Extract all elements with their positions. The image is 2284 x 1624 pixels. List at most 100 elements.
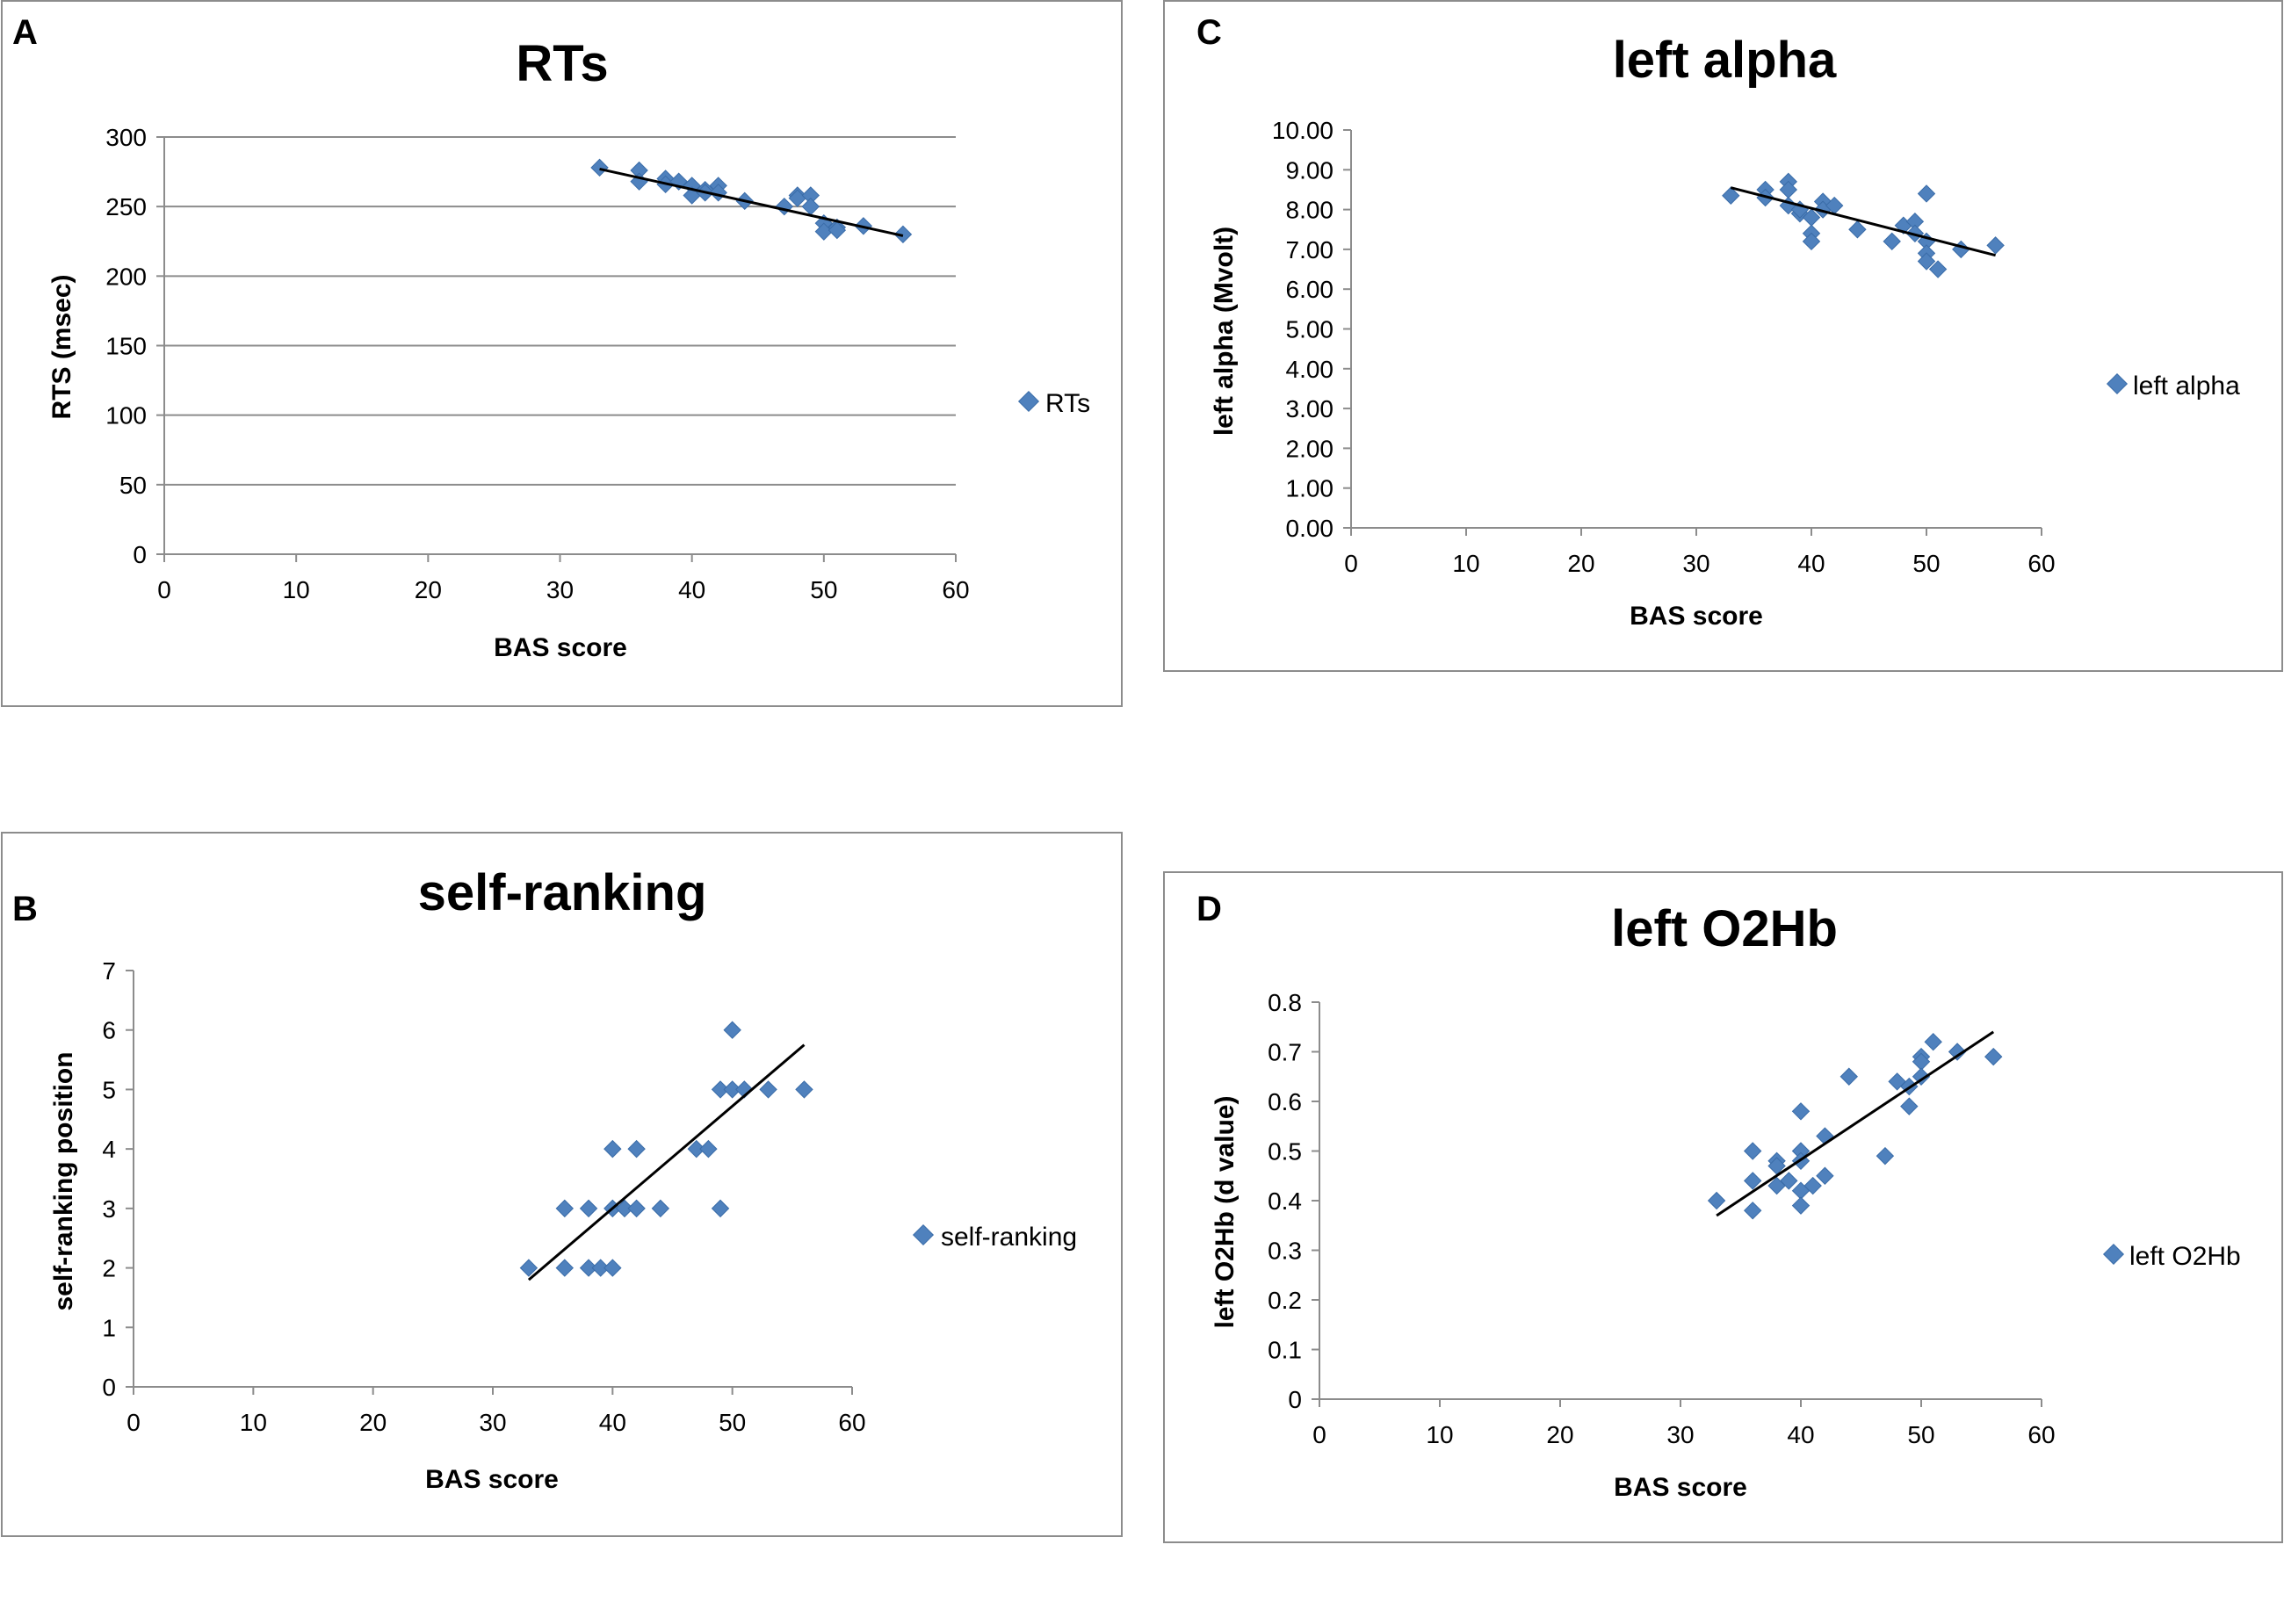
panel-a-legend-marker — [1017, 390, 1040, 413]
panel-b-data-point — [627, 1139, 646, 1158]
panel-c-data-point — [1917, 184, 1936, 203]
panel-d-data-point — [1876, 1146, 1895, 1166]
panel-a-y-tick-label: 0 — [133, 541, 147, 568]
panel-d-data-point — [1948, 1043, 1967, 1061]
panel-b-title: self-ranking — [418, 864, 707, 921]
panel-b-data-point — [579, 1199, 598, 1218]
panel-d-x-tick-label: 10 — [1426, 1421, 1453, 1448]
panel-c-x-tick-label: 0 — [1344, 550, 1358, 577]
panel-b-data-point — [723, 1021, 741, 1039]
panel-a-legend-text: RTs — [1045, 389, 1090, 418]
panel-a-y-tick-label: 250 — [105, 193, 147, 220]
panel-c-data-point — [1802, 232, 1821, 251]
panel-d-data-point — [1743, 1172, 1762, 1190]
panel-c-y-tick-label: 4.00 — [1286, 356, 1334, 383]
panel-b-data-point — [711, 1199, 730, 1218]
panel-d-data-point — [1912, 1067, 1931, 1086]
panel-b-data-point — [711, 1080, 730, 1099]
panel-d-x-tick-label: 50 — [1907, 1421, 1934, 1448]
panel-c-data-point — [1928, 260, 1948, 278]
panel-b-frame — [1, 832, 1123, 1537]
panel-a-x-label: BAS score — [494, 633, 627, 662]
panel-a-data-point — [828, 220, 847, 240]
panel-d-x-tick-label: 60 — [2027, 1421, 2055, 1448]
panel-d-y-tick-label: 0.6 — [1268, 1088, 1302, 1115]
panel-b-trendline — [527, 1043, 806, 1281]
panel-b-data-point — [651, 1199, 670, 1218]
panel-a-frame — [1, 0, 1123, 707]
panel-d-y-tick-label: 0.1 — [1268, 1337, 1302, 1364]
panel-d-title: left O2Hb — [1611, 900, 1838, 957]
panel-d-data-point — [1816, 1166, 1834, 1185]
panel-d-y-tick-label: 0.5 — [1268, 1138, 1302, 1166]
panel-b-x-tick-label: 0 — [126, 1409, 141, 1436]
panel-a-x-tick-label: 50 — [810, 576, 837, 603]
panel-b-x-tick-label: 50 — [719, 1409, 746, 1436]
panel-b: B self-ranking 0 1 2 3 4 5 6 7 0 10 20 30 40 50 60 BAS… — [1, 832, 1123, 1537]
panel-c-data-point — [1917, 252, 1936, 271]
panel-a-plot: 0 50 100 150 200 250 300 0 10 20 30 40 50 60 — [105, 124, 969, 603]
panel-d-legend-text: left O2Hb — [2129, 1242, 2241, 1271]
panel-d: D left O2Hb 0 0.1 0.2 0.3 0.4 0.5 0.6 0.7 0.8 0 10… — [1163, 871, 2283, 1543]
panel-d-plot: 0 0.1 0.2 0.3 0.4 0.5 0.6 0.7 0.8 0 10 20 30 40 50 60 — [1268, 989, 2056, 1448]
panel-b-data-point — [699, 1139, 718, 1158]
panel-b-y-tick-label: 2 — [102, 1255, 116, 1282]
panel-a-y-tick-label: 50 — [119, 472, 147, 499]
panel-d-data-point — [1780, 1172, 1798, 1190]
panel-c-x-tick-label: 30 — [1682, 550, 1709, 577]
panel-c-data-point — [1986, 236, 2005, 255]
panel-b-y-tick-label: 1 — [102, 1314, 116, 1341]
panel-b-data-point — [604, 1139, 622, 1158]
panel-a-x-tick-label: 60 — [942, 576, 969, 603]
panel-d-x-label: BAS score — [1614, 1473, 1747, 1502]
panel-c-y-tick-label: 8.00 — [1286, 197, 1334, 224]
panel-a-data-point — [590, 158, 609, 177]
panel-b-y-tick-label: 3 — [102, 1195, 116, 1223]
panel-a-y-label: RTS (msec) — [47, 274, 76, 419]
panel-b-plot: 0 1 2 3 4 5 6 7 0 10 20 30 40 50 60 — [102, 957, 865, 1436]
panel-b-x-label: BAS score — [425, 1465, 559, 1494]
panel-c-plot: 0.00 1.00 2.00 3.00 4.00 5.00 6.00 7.00 8.00 9.00… — [1272, 117, 2056, 577]
panel-b-data-point — [615, 1199, 634, 1218]
panel-c-data-point — [1848, 220, 1867, 239]
panel-b-data-point — [759, 1080, 777, 1099]
panel-c-title: left alpha — [1613, 32, 1837, 89]
panel-b-y-tick-label: 0 — [102, 1374, 116, 1401]
panel-b-y-tick-label: 5 — [102, 1076, 116, 1103]
panel-b-data-point — [723, 1080, 741, 1099]
panel-b-y-tick-label: 7 — [102, 957, 116, 985]
panel-d-data-point — [1743, 1142, 1762, 1160]
panel-c-y-tick-label: 7.00 — [1286, 236, 1334, 263]
panel-b-data-point — [604, 1259, 622, 1277]
panel-b-data-point — [795, 1080, 813, 1099]
panel-d-y-tick-label: 0.4 — [1268, 1187, 1302, 1215]
panel-d-letter: D — [1196, 890, 1222, 928]
panel-a-trendline — [599, 167, 904, 237]
panel-c-legend-text: left alpha — [2133, 372, 2240, 401]
panel-c-x-tick-label: 10 — [1452, 550, 1479, 577]
panel-d-data-point — [1900, 1097, 1919, 1115]
panel-c-y-tick-label: 0.00 — [1286, 515, 1334, 542]
panel-b-legend-text: self-ranking — [941, 1223, 1077, 1252]
panel-a: A RTs 0 50 100 150 200 250 300 0 10 20 30 40 50 60 BA… — [1, 0, 1123, 707]
panel-c-y-label: left alpha (Mvolt) — [1210, 227, 1239, 436]
panel-a-x-tick-label: 20 — [415, 576, 442, 603]
panel-b-data-point — [519, 1259, 538, 1277]
panel-c-x-label: BAS score — [1630, 602, 1763, 631]
panel-d-data-point — [1791, 1102, 1811, 1121]
panel-d-trendline — [1716, 1030, 1995, 1217]
panel-d-frame — [1163, 871, 2283, 1543]
panel-d-data-point — [1743, 1202, 1762, 1220]
panel-b-data-point — [555, 1199, 575, 1218]
panel-c-legend: left alpha — [2106, 372, 2240, 401]
panel-d-y-tick-label: 0.3 — [1268, 1238, 1302, 1265]
panel-a-data-point — [893, 225, 913, 244]
panel-b-data-point — [555, 1259, 575, 1277]
panel-a-x-tick-label: 30 — [546, 576, 574, 603]
panel-b-data-point — [579, 1259, 598, 1277]
panel-d-data-point — [1839, 1067, 1859, 1086]
panel-d-x-tick-label: 30 — [1666, 1421, 1694, 1448]
panel-c-x-tick-label: 50 — [1912, 550, 1940, 577]
panel-b-y-label: self-ranking position — [49, 1051, 78, 1310]
